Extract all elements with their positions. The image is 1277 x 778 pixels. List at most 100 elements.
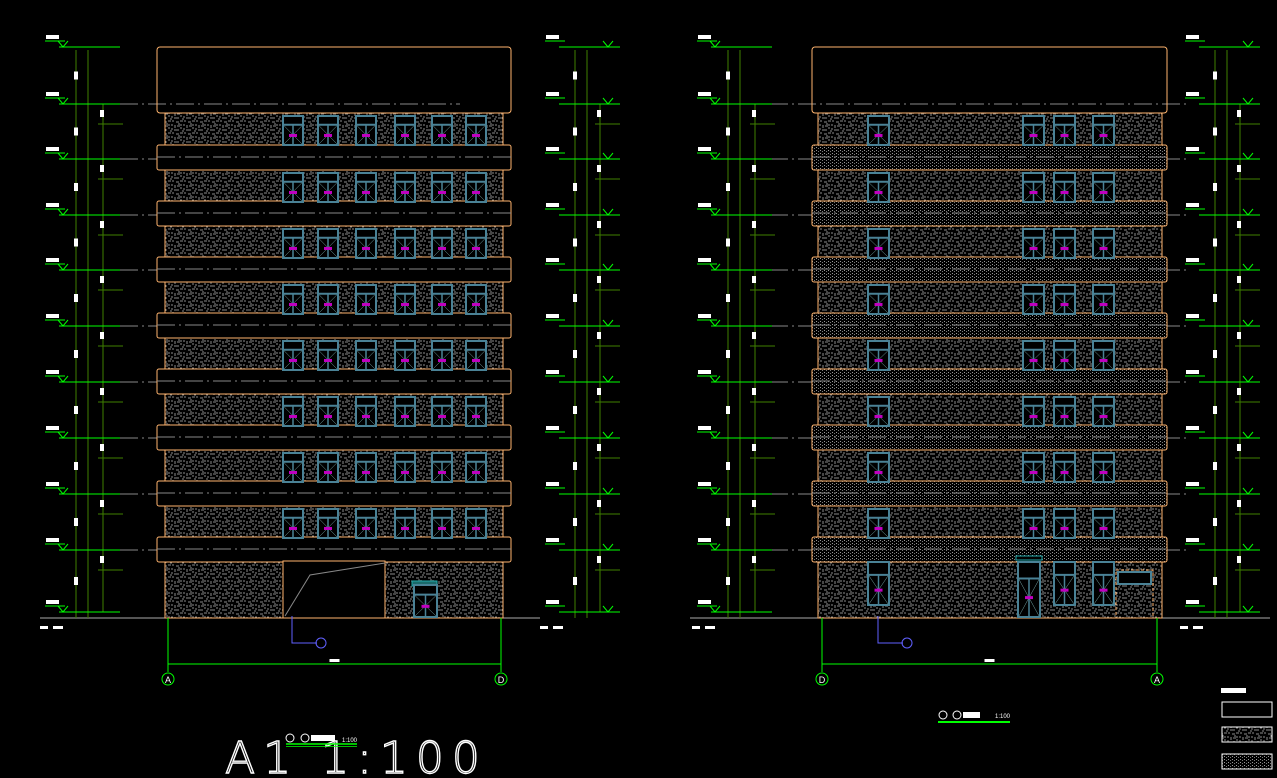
level-triangle-icon [1242, 208, 1254, 216]
window-tag [472, 246, 480, 250]
level-value-text [698, 35, 711, 39]
level-triangle-icon [57, 319, 69, 327]
dimension-value-text [752, 276, 756, 283]
level-triangle-icon [57, 543, 69, 551]
window-tag [1029, 246, 1038, 250]
window [465, 115, 487, 146]
dimension-value-text [1237, 388, 1241, 395]
dimension-value-text [726, 238, 730, 247]
level-value-text [546, 92, 559, 96]
dimension-value-text [100, 444, 104, 451]
dimension-value-text [1213, 462, 1217, 470]
level-triangle-icon [602, 97, 614, 105]
level-triangle-icon [602, 605, 614, 613]
window-tag [438, 470, 446, 474]
window [394, 284, 416, 315]
dimension-value-text [573, 127, 577, 136]
window [355, 228, 377, 259]
window-tag [1099, 588, 1108, 592]
level-triangle-icon [602, 208, 614, 216]
grid-label-right-d: D [819, 675, 826, 685]
elevation-left [40, 46, 540, 686]
level-triangle-icon [602, 375, 614, 383]
dimension-value-text [100, 221, 104, 228]
level-value-text [698, 147, 711, 151]
window-tag [438, 246, 446, 250]
window-tag [472, 133, 480, 137]
level-triangle-icon [709, 375, 721, 383]
window-tag [324, 246, 332, 250]
level-value-text [46, 426, 59, 430]
dimension-value-text [1237, 221, 1241, 228]
level-triangle-icon [602, 152, 614, 160]
dimension-value-text [573, 577, 577, 585]
window [431, 508, 453, 539]
level-value-text [1186, 203, 1199, 207]
window [394, 172, 416, 203]
window-tag [289, 302, 297, 306]
level-triangle-icon [1242, 605, 1254, 613]
window [394, 452, 416, 483]
dimension-value-text [1213, 71, 1217, 80]
drawing-layer [40, 35, 1270, 686]
dimension-value-text [1213, 350, 1217, 358]
level-value-text [1186, 92, 1199, 96]
parapet [811, 46, 1168, 114]
legend-swatch-fine-dot [1221, 753, 1273, 770]
vent-louver [1117, 571, 1152, 585]
window-tag [472, 414, 480, 418]
window [1053, 284, 1076, 315]
window-tag [472, 470, 480, 474]
window [1053, 115, 1076, 146]
level-value-text [46, 538, 59, 542]
window [465, 228, 487, 259]
level-value-text [1186, 35, 1199, 39]
level-value-text [698, 600, 711, 604]
level-value-text [46, 314, 59, 318]
dimension-value-text [726, 71, 730, 80]
level-triangle-icon [602, 319, 614, 327]
dimension-value-text [100, 556, 104, 563]
level-triangle-icon [57, 605, 69, 613]
level-value-text [546, 258, 559, 262]
window-tag [401, 526, 409, 530]
level-triangle-icon [709, 487, 721, 495]
dimension-value-text [1213, 238, 1217, 247]
dimension-value-text [752, 500, 756, 507]
window-tag [472, 302, 480, 306]
window-tag [438, 414, 446, 418]
window [355, 172, 377, 203]
level-triangle-icon [709, 97, 721, 105]
dimension-value-text [726, 183, 730, 191]
ground-level-text [40, 626, 48, 629]
window [1092, 115, 1115, 146]
level-value-text [546, 538, 559, 542]
window-tag [874, 588, 883, 592]
level-value-text [46, 35, 59, 39]
level-value-text [46, 258, 59, 262]
level-value-text [546, 426, 559, 430]
elevation-title-left: 1:100 [285, 733, 358, 747]
window [1092, 508, 1115, 539]
window [282, 228, 304, 259]
window [317, 340, 339, 371]
window [355, 340, 377, 371]
window [1017, 561, 1041, 618]
window [1053, 396, 1076, 427]
dimension-value-text [726, 462, 730, 470]
ground-level-text [540, 626, 548, 629]
level-value-text [546, 203, 559, 207]
window-tag [289, 246, 297, 250]
window-tag [289, 414, 297, 418]
level-triangle-icon [709, 208, 721, 216]
window [282, 340, 304, 371]
ramp-line [284, 562, 386, 617]
window-tag [421, 604, 430, 608]
window [1022, 228, 1045, 259]
level-value-text [1186, 600, 1199, 604]
window [431, 284, 453, 315]
window [465, 172, 487, 203]
window [431, 172, 453, 203]
level-value-text [546, 35, 559, 39]
level-triangle-icon [602, 487, 614, 495]
